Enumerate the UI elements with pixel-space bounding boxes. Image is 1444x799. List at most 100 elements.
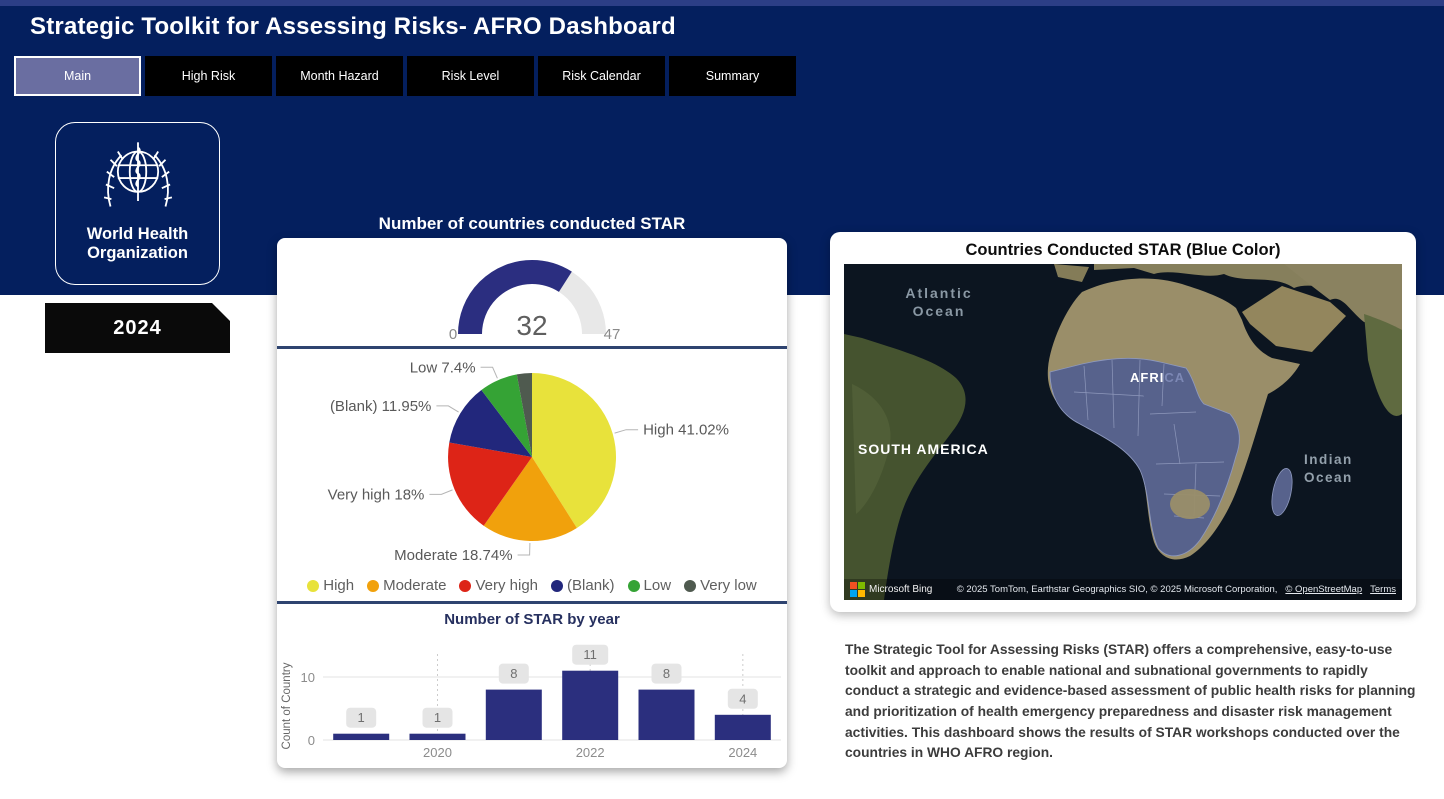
year-filter-tag[interactable]: 2024 bbox=[45, 303, 230, 353]
pie-slice-moderate[interactable] bbox=[483, 457, 577, 541]
gauge-panel-title: Number of countries conducted STAR bbox=[378, 214, 686, 233]
who-org-name: World Health Organization bbox=[86, 225, 189, 262]
y-tick-label: 10 bbox=[301, 670, 315, 685]
bar-value-label: 1 bbox=[358, 710, 365, 725]
bar-value-label: 8 bbox=[663, 666, 670, 681]
map-card: Countries Conducted STAR (Blue Color) bbox=[830, 232, 1416, 612]
pie-label: High 41.02% bbox=[643, 422, 729, 439]
pie-callout-line bbox=[480, 366, 498, 379]
pie-label: Moderate 18.74% bbox=[394, 547, 512, 564]
atlantic-ocean-label: Atlantic bbox=[905, 285, 972, 301]
x-tick-label: 2022 bbox=[576, 745, 605, 760]
tab-month-hazard[interactable]: Month Hazard bbox=[276, 56, 403, 96]
bing-map[interactable]: Atlantic Ocean SOUTH AMERICA AFRICA Indi… bbox=[844, 264, 1402, 600]
bar-2022[interactable] bbox=[562, 670, 619, 740]
bar-2023[interactable] bbox=[638, 689, 695, 740]
pie-legend: High Moderate Very high (Blank) Low Very low bbox=[277, 577, 787, 594]
y-tick-label: 0 bbox=[308, 733, 315, 748]
south-america-label: SOUTH AMERICA bbox=[858, 441, 989, 457]
legend-label: Low bbox=[643, 577, 672, 594]
dashboard-title: Strategic Toolkit for Assessing Risks- A… bbox=[30, 13, 676, 40]
tab-risk-level[interactable]: Risk Level bbox=[407, 56, 534, 96]
legend-label: High bbox=[323, 577, 355, 594]
gauge-min-label: 0 bbox=[449, 326, 457, 343]
pie-label: Low 7.4% bbox=[410, 359, 476, 376]
gauge-value-arc bbox=[458, 260, 606, 335]
who-logo-card: World Health Organization bbox=[55, 122, 220, 285]
legend-item-high[interactable]: High bbox=[307, 577, 354, 594]
pie-label: (Blank) 11.95% bbox=[330, 398, 431, 415]
bar-card: Number of STAR by year 0 10 2020 2022 2024 1 1… bbox=[277, 604, 787, 768]
land-south-america-highland bbox=[852, 384, 891, 514]
who-emblem-icon bbox=[103, 142, 172, 207]
africa-label: AFRICA bbox=[1130, 370, 1185, 385]
legend-dot bbox=[551, 579, 564, 592]
terms-link[interactable]: Terms bbox=[1370, 584, 1396, 595]
bar-value-badge bbox=[422, 707, 453, 728]
pie-slice-high[interactable] bbox=[532, 373, 617, 528]
bar-value-badge bbox=[727, 688, 758, 709]
pie-slice--blank-[interactable] bbox=[449, 390, 532, 457]
bar-value-badge bbox=[651, 663, 682, 684]
pie-callout-line bbox=[436, 405, 459, 413]
map-canvas: Atlantic Ocean SOUTH AMERICA AFRICA Indi… bbox=[844, 264, 1402, 600]
legend-dot bbox=[627, 579, 640, 592]
legend-item-low[interactable]: Low bbox=[627, 577, 672, 594]
land-middleeast bbox=[1284, 264, 1402, 332]
legend-dot bbox=[307, 579, 320, 592]
bar-value-label: 11 bbox=[583, 647, 597, 662]
legend-label: Very low bbox=[700, 577, 757, 594]
gauge-chart[interactable]: 0 32 47 bbox=[407, 246, 657, 346]
bar-2019[interactable] bbox=[333, 733, 390, 740]
land-iberia bbox=[1054, 264, 1089, 282]
bar-2020[interactable] bbox=[409, 733, 466, 740]
legend-label: Very high bbox=[475, 577, 539, 594]
pie-callout-line bbox=[517, 542, 531, 556]
bar-value-badge bbox=[346, 707, 377, 728]
pie-slice-very-high[interactable] bbox=[448, 442, 532, 526]
map-title: Countries Conducted STAR (Blue Color) bbox=[965, 241, 1281, 259]
pie-chart[interactable]: High 41.02% Moderate 18.74% Very high 18% (… bbox=[277, 349, 787, 567]
bar-2024[interactable] bbox=[714, 714, 771, 740]
osm-link[interactable]: © OpenStreetMap bbox=[1285, 584, 1363, 595]
madagascar-highlight bbox=[1271, 468, 1293, 516]
bar-value-label: 8 bbox=[510, 666, 517, 681]
microsoft-logo-icon bbox=[850, 582, 865, 597]
bar-2021[interactable] bbox=[485, 689, 542, 740]
map-attribution: Microsoft Bing © 2025 TomTom, Earthstar … bbox=[844, 579, 1402, 600]
land-arabia bbox=[1242, 286, 1346, 352]
indian-ocean-label: Indian bbox=[1304, 452, 1353, 467]
land-india bbox=[1364, 314, 1402, 416]
legend-dot bbox=[684, 579, 697, 592]
legend-item-very-low[interactable]: Very low bbox=[684, 577, 757, 594]
tab-summary[interactable]: Summary bbox=[669, 56, 796, 96]
bing-provider-label: Microsoft Bing bbox=[869, 584, 933, 595]
pie-slice-very-low[interactable] bbox=[516, 373, 532, 457]
pie-card: High 41.02% Moderate 18.74% Very high 18% (… bbox=[277, 349, 787, 604]
tab-high-risk[interactable]: High Risk bbox=[145, 56, 272, 96]
serpent-staff-icon bbox=[134, 146, 141, 188]
legend-item-moderate[interactable]: Moderate bbox=[367, 577, 446, 594]
pie-callout-line bbox=[614, 429, 639, 434]
dashboard-description: The Strategic Tool for Assessing Risks (… bbox=[845, 642, 1416, 761]
pie-slice-low[interactable] bbox=[481, 374, 532, 457]
bar-value-badge bbox=[498, 663, 529, 684]
y-axis-title: Count of Country bbox=[281, 662, 293, 749]
legend-label: (Blank) bbox=[567, 577, 615, 594]
tab-risk-calendar[interactable]: Risk Calendar bbox=[538, 56, 665, 96]
gauge-value-label: 32 bbox=[516, 310, 547, 341]
top-edge-strip bbox=[0, 0, 1444, 6]
bar-value-label: 1 bbox=[434, 710, 441, 725]
bar-value-badge bbox=[572, 644, 609, 665]
x-tick-label: 2024 bbox=[728, 745, 757, 760]
map-copyright: © 2025 TomTom, Earthstar Geographics SIO… bbox=[956, 584, 1278, 595]
legend-item-very-high[interactable]: Very high bbox=[459, 577, 538, 594]
legend-label: Moderate bbox=[383, 577, 447, 594]
legend-item--blank-[interactable]: (Blank) bbox=[551, 577, 615, 594]
legend-dot bbox=[367, 579, 380, 592]
tab-bar: Main High Risk Month Hazard Risk Level Risk … bbox=[14, 56, 796, 96]
tab-main[interactable]: Main bbox=[14, 56, 141, 96]
svg-text:Ocean: Ocean bbox=[913, 303, 966, 319]
bar-chart-title: Number of STAR by year bbox=[444, 611, 620, 628]
